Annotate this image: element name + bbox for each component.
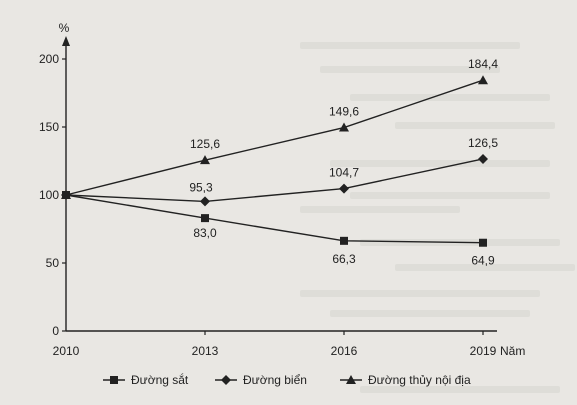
x-axis-label: Năm	[500, 344, 525, 358]
data-point	[339, 122, 349, 132]
background-text-line	[300, 42, 520, 49]
series-line	[65, 158, 484, 203]
y-tick-label: 150	[39, 120, 59, 134]
data-label: 149,6	[329, 105, 359, 119]
chart-series: 83,0 66,3 64,9 95,3 104,7 126,5 125,6 149,6 184,…	[61, 57, 498, 268]
background-text-line	[330, 310, 530, 317]
series-line	[65, 79, 484, 196]
legend-item: Đường sắt	[103, 372, 189, 387]
legend-item: Đường thủy nội địa	[340, 373, 471, 387]
data-label: 66,3	[332, 252, 356, 266]
data-label: 104,7	[329, 166, 359, 180]
y-axis-arrow	[62, 36, 70, 46]
background-text-line	[350, 94, 550, 101]
data-label: 126,5	[468, 136, 498, 150]
x-tick-label: 2019	[470, 344, 497, 358]
background-text-line	[350, 192, 550, 199]
y-tick-label: 200	[39, 52, 59, 66]
data-label: 83,0	[193, 226, 217, 240]
data-point	[479, 238, 487, 247]
x-tick-label: 2010	[53, 344, 80, 358]
legend-marker	[221, 375, 231, 385]
x-tick-label: 2013	[192, 344, 219, 358]
legend-marker	[346, 375, 356, 384]
series-square: 83,0 66,3 64,9	[62, 191, 495, 268]
legend-item: Đường biển	[215, 373, 307, 387]
background-text-line	[300, 290, 540, 297]
x-tick-label: 2016	[331, 344, 358, 358]
data-point	[200, 155, 210, 165]
data-point	[478, 153, 488, 164]
data-label: 125,6	[190, 137, 220, 151]
data-point	[61, 190, 71, 199]
background-text-line	[330, 160, 550, 167]
background-text-line	[395, 122, 555, 129]
data-label: 95,3	[189, 180, 213, 194]
series-line	[65, 194, 484, 244]
background-text-line	[320, 66, 500, 73]
background-text-line	[395, 264, 575, 271]
legend-label: Đường thủy nội địa	[368, 373, 471, 387]
series-triangle: 125,6 149,6 184,4	[61, 57, 498, 199]
background-page-text	[300, 42, 575, 393]
data-point	[478, 75, 488, 85]
y-tick-label: 50	[46, 256, 60, 270]
data-label: 64,9	[471, 254, 495, 268]
legend-label: Đường sắt	[131, 372, 189, 387]
background-text-line	[300, 206, 460, 213]
data-label: 184,4	[468, 57, 498, 71]
chart-legend: Đường sắt Đường biển Đường thủy nội địa	[103, 372, 471, 387]
y-tick-label: 0	[52, 324, 59, 338]
data-point	[200, 196, 210, 207]
y-axis-label: %	[59, 21, 70, 35]
y-tick-label: 100	[39, 188, 59, 202]
legend-label: Đường biển	[243, 373, 307, 387]
chart-axes: % Năm 0 50 100 150 200 2010 2013 2016 2019	[39, 21, 525, 358]
legend-marker	[110, 376, 118, 384]
data-point	[339, 183, 349, 194]
data-point	[340, 236, 348, 245]
data-point	[201, 214, 209, 223]
background-text-line	[360, 386, 560, 393]
series-diamond: 95,3 104,7 126,5	[61, 136, 498, 207]
